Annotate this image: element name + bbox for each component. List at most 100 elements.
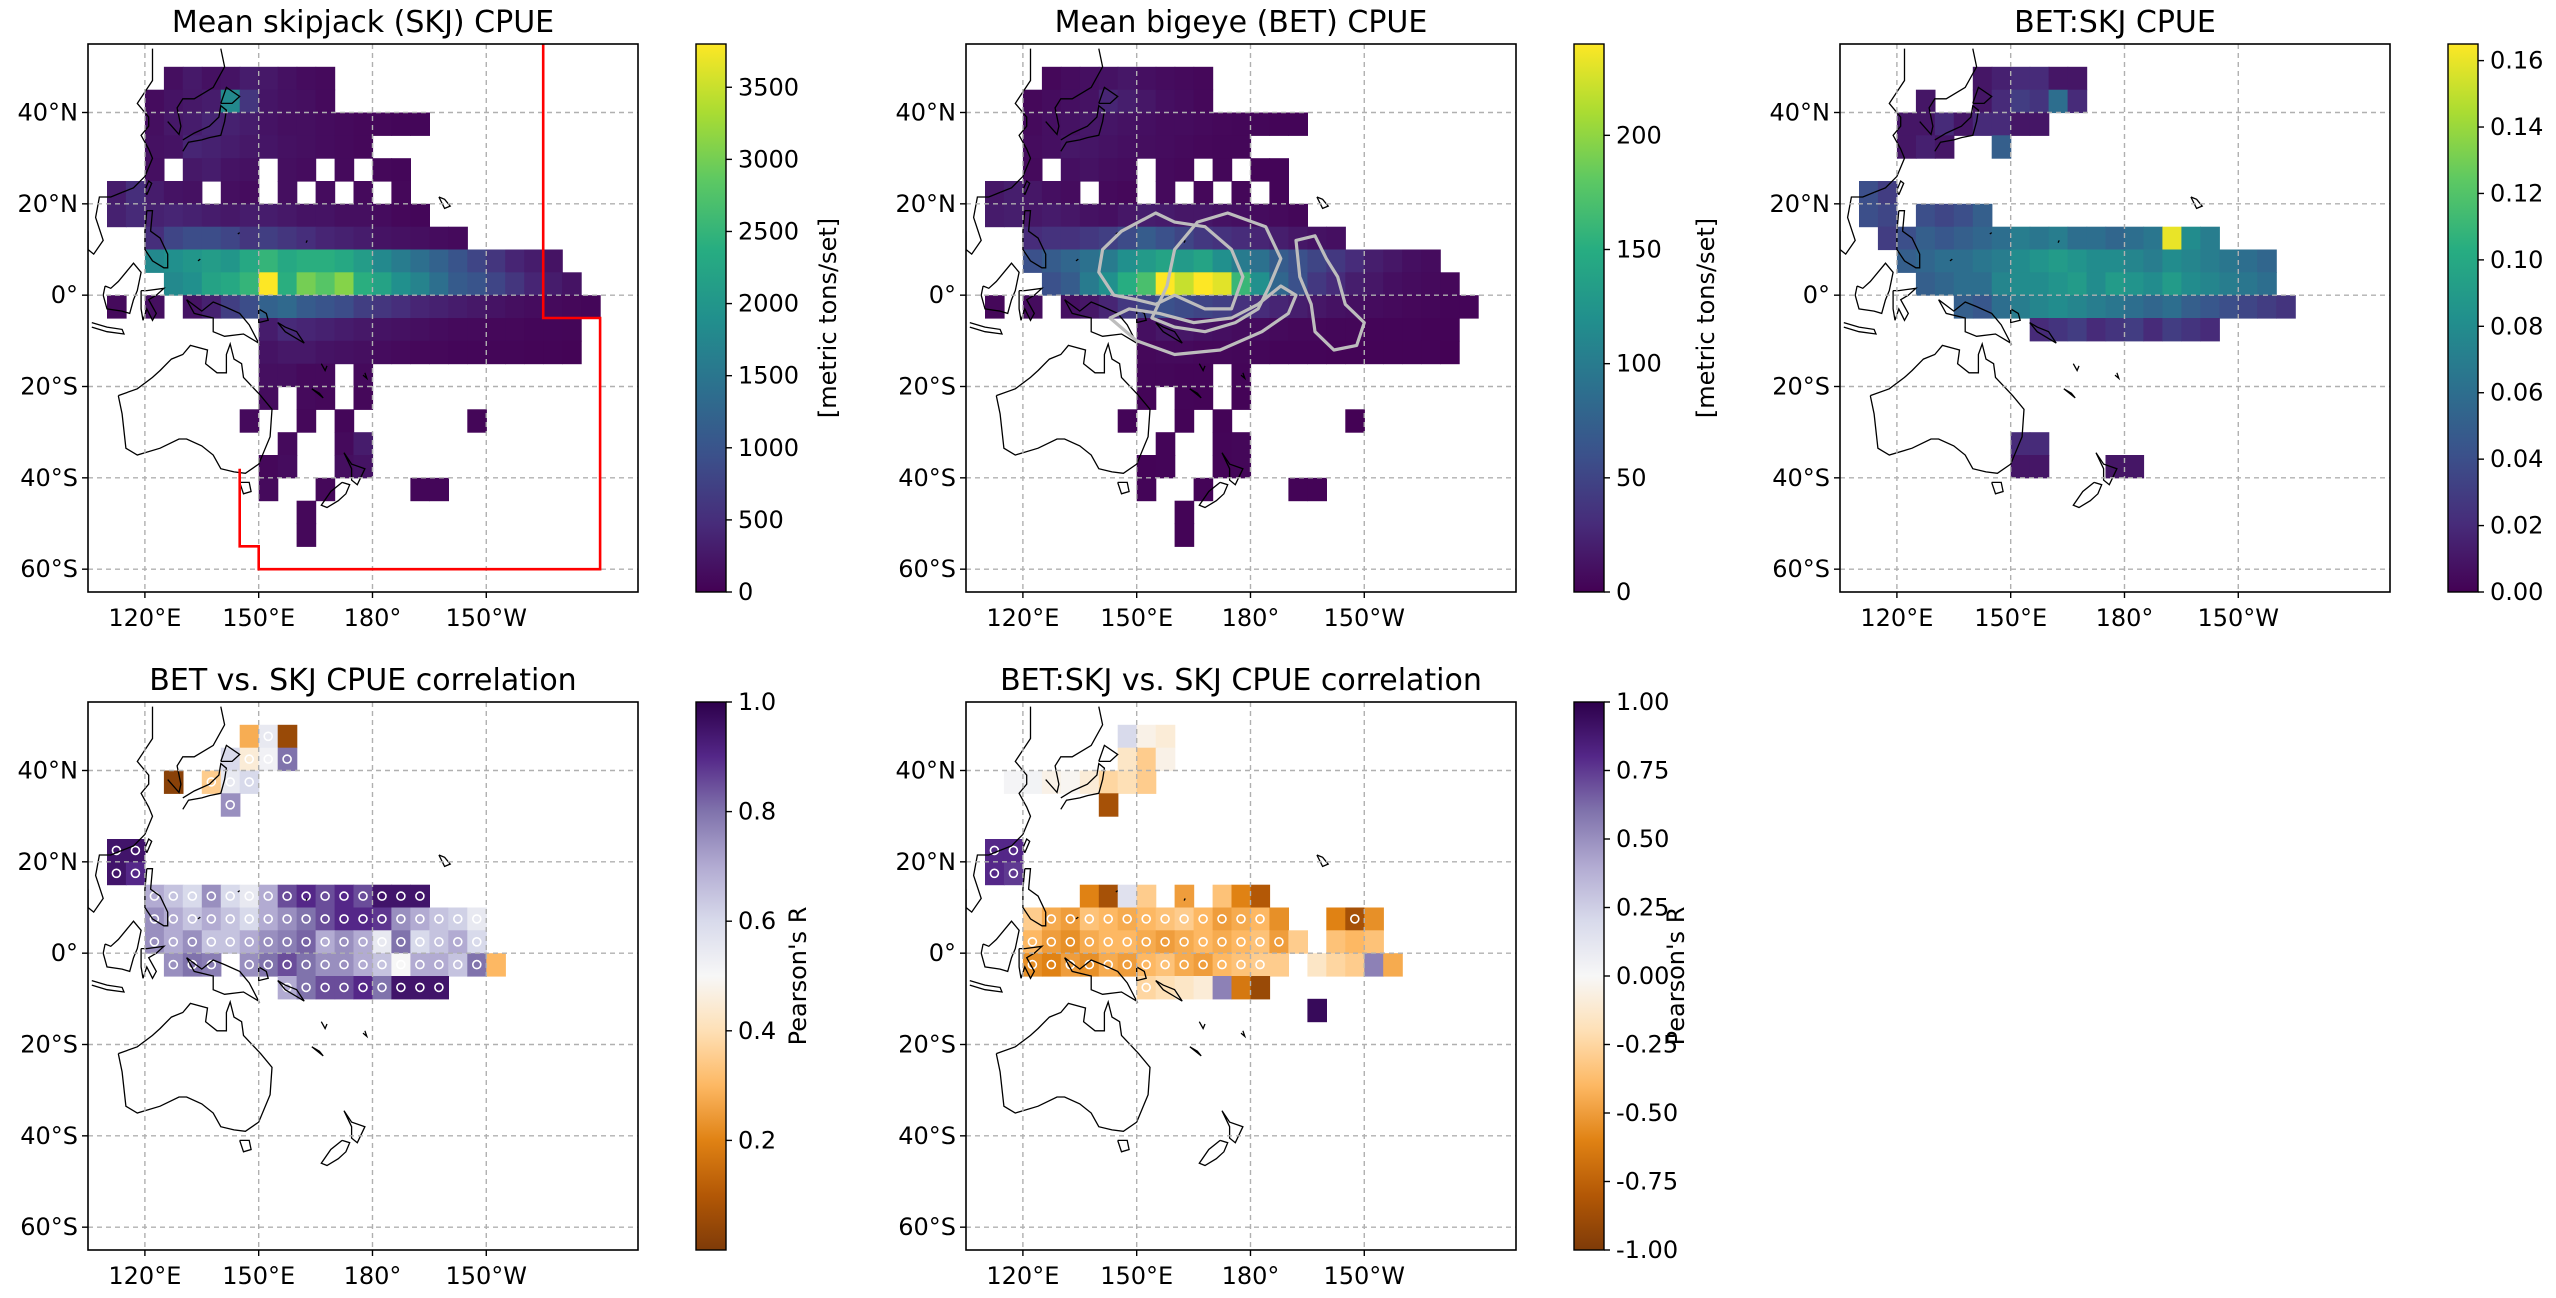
grid-cell bbox=[1022, 226, 1043, 251]
coastline bbox=[239, 1139, 252, 1153]
coastline bbox=[140, 945, 166, 980]
grid-cell bbox=[1364, 249, 1384, 273]
grid-cell bbox=[1212, 976, 1233, 1000]
coastline bbox=[1198, 481, 1229, 509]
y-tick-label: 60°S bbox=[1772, 555, 1830, 583]
grid-cell bbox=[1326, 930, 1346, 954]
grid-cell bbox=[1972, 203, 1993, 228]
grid-cell bbox=[2067, 226, 2088, 251]
grid-cell bbox=[163, 135, 184, 159]
grid-cell bbox=[448, 907, 468, 931]
grid-cell bbox=[562, 272, 582, 296]
y-tick-label: 40°N bbox=[896, 99, 957, 127]
grid-cell bbox=[1972, 226, 1993, 251]
grid-cell bbox=[985, 295, 1005, 319]
grid-cell bbox=[1269, 181, 1289, 205]
grid-cell bbox=[1307, 998, 1327, 1023]
grid-cell bbox=[1155, 158, 1176, 182]
coastline bbox=[1075, 258, 1079, 262]
grid-cell bbox=[239, 112, 260, 136]
grid-cell bbox=[1117, 724, 1138, 749]
colorbar-tick-label: 2500 bbox=[738, 217, 799, 245]
coastline bbox=[2057, 240, 2060, 243]
coastline bbox=[1972, 86, 1993, 105]
x-tick-label: 150°W bbox=[2198, 604, 2280, 632]
grid-cell bbox=[985, 861, 1005, 886]
colorbar-tick-label: 0.10 bbox=[2490, 246, 2543, 274]
grid-cell bbox=[296, 203, 317, 228]
y-tick-label: 20°N bbox=[896, 848, 957, 876]
grid-cell bbox=[296, 249, 317, 273]
grid-cell bbox=[391, 295, 411, 319]
colorbar-tick-label: 0.6 bbox=[738, 907, 776, 935]
grid-cell bbox=[1915, 135, 1936, 159]
grid-cell bbox=[2010, 455, 2031, 479]
coastline bbox=[117, 341, 273, 474]
colorbar-tick-label: -0.25 bbox=[1616, 1031, 1678, 1059]
grid-cell bbox=[1859, 181, 1879, 205]
grid-cell bbox=[258, 930, 279, 954]
grid-cell bbox=[144, 249, 165, 273]
coastline bbox=[1991, 481, 2004, 495]
grid-cell bbox=[1193, 181, 1214, 205]
colorbar-tick-label: 50 bbox=[1616, 464, 1647, 492]
grid-cell bbox=[1953, 203, 1974, 228]
colorbar-tick-label: 0.06 bbox=[2490, 379, 2543, 407]
coastline bbox=[999, 48, 1032, 194]
grid-cell bbox=[1041, 112, 1062, 136]
grid-cell bbox=[1155, 226, 1176, 251]
significance-marker bbox=[415, 891, 425, 901]
grid-cell bbox=[2257, 272, 2277, 296]
grid-cell bbox=[107, 295, 127, 319]
coastline bbox=[305, 240, 308, 243]
contour-line bbox=[1150, 211, 1283, 334]
grid-cell bbox=[1364, 907, 1384, 931]
grid-cell bbox=[315, 340, 336, 365]
grid-cell bbox=[1991, 112, 2012, 136]
grid-cell bbox=[1915, 203, 1936, 228]
grid-cell bbox=[410, 340, 430, 365]
grid-cell bbox=[1991, 66, 2012, 91]
significance-marker bbox=[1046, 959, 1057, 970]
grid-cell bbox=[1288, 112, 1308, 136]
colorbar-gradient bbox=[695, 701, 727, 1251]
grid-cell bbox=[1421, 272, 1441, 296]
grid-cell bbox=[2124, 455, 2145, 479]
significance-marker bbox=[358, 936, 368, 947]
grid-cell bbox=[182, 66, 203, 91]
grid-cell bbox=[1193, 249, 1214, 273]
grid-cell bbox=[410, 953, 430, 977]
grid-cell bbox=[2200, 249, 2220, 273]
colorbar-tick-label: 150 bbox=[1616, 236, 1662, 264]
coastline bbox=[320, 363, 328, 372]
grid-cell bbox=[1098, 930, 1119, 954]
grid-cell bbox=[581, 295, 601, 319]
significance-marker bbox=[263, 914, 274, 924]
grid-cell bbox=[239, 724, 260, 749]
grid-cell bbox=[1364, 272, 1384, 296]
grid-cell bbox=[1155, 112, 1176, 136]
grid-cell bbox=[429, 272, 449, 296]
grid-cell bbox=[1174, 363, 1195, 388]
grid-cell bbox=[1877, 226, 1898, 251]
grid-cell bbox=[2162, 272, 2182, 296]
grid-cell bbox=[1231, 226, 1252, 251]
grid-cell bbox=[1041, 135, 1062, 159]
significance-marker bbox=[1046, 914, 1057, 924]
grid-cell bbox=[1193, 363, 1214, 388]
grid-cell bbox=[1117, 158, 1138, 182]
coastline bbox=[969, 321, 1004, 335]
grid-cell bbox=[1060, 66, 1081, 91]
grid-cell bbox=[296, 295, 317, 319]
coastline bbox=[1098, 86, 1119, 105]
grid-cell bbox=[1972, 249, 1993, 273]
significance-marker bbox=[358, 982, 368, 993]
grid-cell bbox=[448, 953, 468, 977]
grid-cell bbox=[1953, 272, 1974, 296]
grid-cell bbox=[315, 930, 336, 954]
grid-cell bbox=[1915, 89, 1936, 114]
grid-cell bbox=[353, 884, 374, 909]
grid-cell bbox=[1136, 477, 1157, 502]
grid-cell bbox=[1915, 272, 1936, 296]
grid-cell bbox=[2238, 272, 2258, 296]
